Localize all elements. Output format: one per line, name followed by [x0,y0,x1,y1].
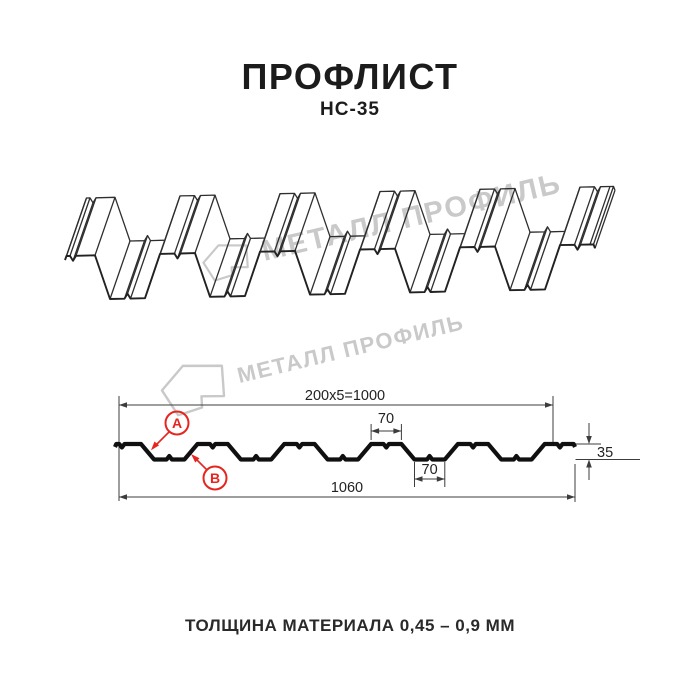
dim-module-label: 200x5=1000 [305,388,385,404]
dim-crest-width-label: 70 [378,411,394,427]
dimension-lines [118,396,640,502]
callout-annotations: А В [151,410,228,491]
dim-overall-width-label: 1060 [331,480,363,496]
page-title: ПРОФЛИСТ [241,56,459,97]
callout-b-label: В [210,470,220,486]
material-thickness-note: ТОЛЩИНА МАТЕРИАЛА 0,45 – 0,9 ММ [185,616,515,635]
sheet-linework [64,185,616,300]
profile-cross-section: 200x5=1000 70 70 1060 35 А В [113,388,640,502]
watermark-text: МЕТАЛЛ ПРОФИЛЬ [234,309,467,388]
callout-a-circle [164,410,190,436]
profile-outline [113,441,577,462]
dim-height-label: 35 [597,445,613,461]
callout-a-label: А [172,415,182,431]
callout-b-circle [202,465,228,491]
dim-valley-width-label: 70 [422,462,438,478]
corrugated-sheet-3d-view [64,185,616,300]
product-code: НС-35 [320,99,380,120]
